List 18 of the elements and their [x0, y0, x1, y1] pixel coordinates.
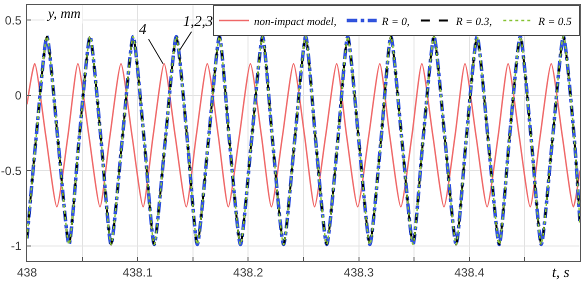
- y-axis-title: y, mm: [46, 7, 81, 22]
- x-tick-label: 438.1: [122, 265, 153, 280]
- annotation: 1,2,3: [183, 14, 213, 30]
- y-tick-label: -0.5: [0, 164, 22, 178]
- legend-label: non-impact model,: [254, 16, 337, 28]
- legend-label: R = 0.5: [537, 16, 572, 28]
- y-tick-label: 0: [14, 88, 22, 103]
- x-tick-label: 438.2: [233, 265, 264, 280]
- x-tick-label: 438.4: [454, 265, 485, 280]
- x-tick-label: 438: [16, 265, 38, 280]
- legend-label: R = 0,: [380, 16, 410, 28]
- annotation: 4: [139, 22, 147, 38]
- y-tick-label: -1: [10, 239, 22, 254]
- legend-label: R = 0.3,: [454, 16, 492, 28]
- x-tick-label: 438.3: [344, 265, 374, 280]
- x-axis-title: t, s: [552, 265, 570, 281]
- line-series: [27, 62, 580, 208]
- y-tick-label: 0.5: [4, 13, 22, 28]
